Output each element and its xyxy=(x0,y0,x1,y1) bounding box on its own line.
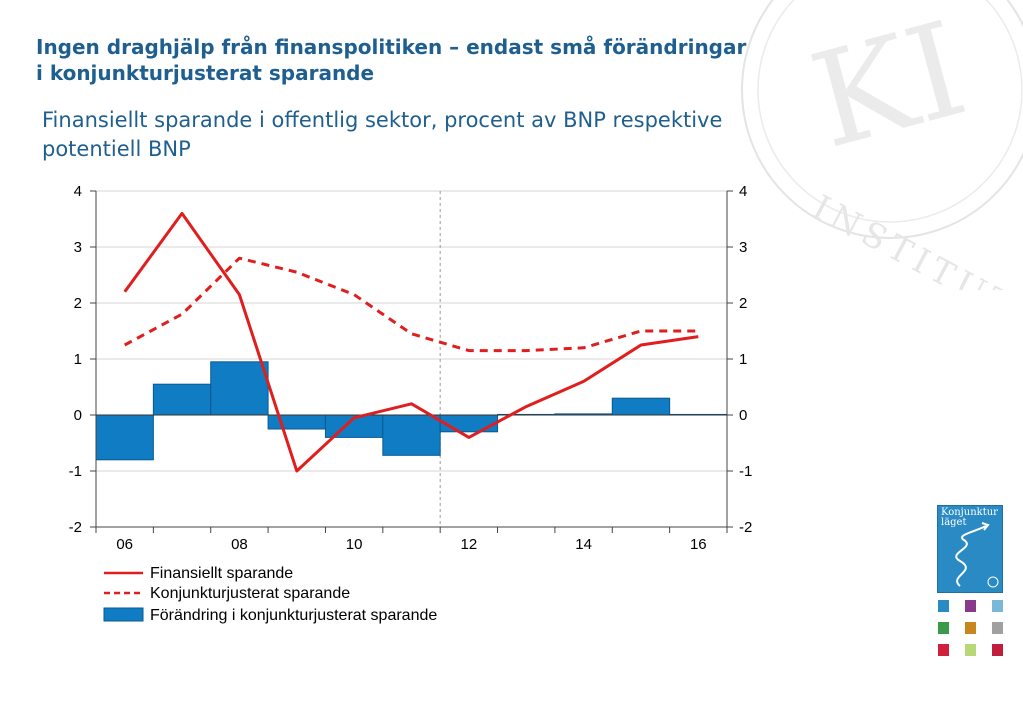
bar xyxy=(210,361,269,416)
report-thumbnail xyxy=(992,600,1003,612)
cover-swirl-icon xyxy=(955,522,999,588)
x-tick-label: 16 xyxy=(690,536,707,553)
legend-label-forandring: Förändring i konjunkturjusterat sparande xyxy=(150,607,437,624)
grid xyxy=(96,190,727,528)
legend-label-finansiellt: Finansiellt sparande xyxy=(150,565,293,582)
chart-subtitle: Finansiellt sparande i offentlig sektor,… xyxy=(42,108,723,161)
y-tick-label-right: 0 xyxy=(739,407,747,424)
legend: Finansiellt sparande Konjunkturjusterat … xyxy=(103,565,437,624)
y-tick-label-left: 2 xyxy=(74,295,82,312)
y-tick-label-left: 3 xyxy=(74,239,82,256)
x-tick-label: 06 xyxy=(116,536,133,553)
report-thumbnail xyxy=(965,644,976,656)
axes xyxy=(90,190,733,533)
y-tick-label-right: 1 xyxy=(739,351,747,368)
y-tick-label-left: -2 xyxy=(69,519,82,536)
ki-seal-watermark: KI INSTITUTET xyxy=(741,0,1023,290)
x-tick-label: 10 xyxy=(346,536,363,553)
y-tick-label-right: 3 xyxy=(739,239,747,256)
bar xyxy=(152,383,212,416)
y-tick-label-left: 1 xyxy=(74,351,82,368)
bars xyxy=(95,361,728,461)
x-tick-label: 14 xyxy=(575,536,592,553)
series-line-konjunkturjusterat xyxy=(123,256,699,353)
bar xyxy=(382,414,441,456)
cover-title: Konjunktur läget xyxy=(941,507,998,528)
y-tick-label-left: 0 xyxy=(74,407,82,424)
y-tick-label-right: 2 xyxy=(739,295,747,312)
konjunkturlaget-cover: Konjunktur läget xyxy=(937,505,1003,593)
report-thumbnail xyxy=(938,600,949,612)
y-tick-label-right: -1 xyxy=(739,463,752,480)
series-lines xyxy=(123,211,699,473)
legend-label-konjunkturjusterat: Konjunkturjusterat sparande xyxy=(150,585,350,602)
y-tick-label-left: -1 xyxy=(69,463,82,480)
tick-labels: 4 43 32 21 10 0-1 -1-2 -206 08 10 12 14 16 xyxy=(69,183,753,553)
x-tick-label: 12 xyxy=(461,536,478,553)
report-thumbnail xyxy=(965,622,976,634)
bar xyxy=(95,414,154,461)
report-thumbnail xyxy=(938,622,949,634)
x-tick-label: 08 xyxy=(231,536,248,553)
series-line-finansiellt xyxy=(123,211,699,473)
bar xyxy=(439,414,499,433)
report-thumbnail xyxy=(938,644,949,656)
page-title: Ingen draghjälp från finanspolitiken – e… xyxy=(36,35,747,85)
report-thumbnail xyxy=(992,644,1003,656)
bar xyxy=(267,414,326,430)
bar xyxy=(611,397,671,416)
y-tick-label-right: 4 xyxy=(739,183,747,200)
legend-swatch-forandring xyxy=(103,607,144,622)
report-thumbnail xyxy=(965,600,976,612)
y-tick-label-right: -2 xyxy=(739,519,752,536)
report-thumbnail xyxy=(992,622,1003,634)
y-tick-label-left: 4 xyxy=(74,183,82,200)
